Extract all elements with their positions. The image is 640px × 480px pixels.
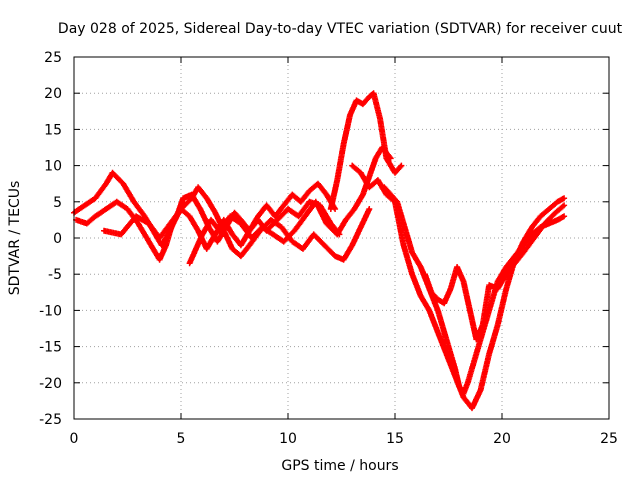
series-markers	[101, 184, 373, 263]
y-tick-label: 10	[44, 159, 62, 175]
x-tick-label: 0	[70, 431, 79, 447]
x-tick-label: 5	[177, 431, 186, 447]
y-tick-label: 20	[44, 86, 62, 102]
chart-title: Day 028 of 2025, Sidereal Day-to-day VTE…	[58, 21, 623, 37]
y-tick-label: -10	[39, 303, 62, 319]
y-tick-label: -20	[39, 376, 62, 392]
y-tick-label: 5	[53, 195, 62, 211]
axis-ticks: 0 5 10 15 20 25 -25 -20 -15 -10 -5 0 5 10 15 20 25	[39, 50, 618, 447]
series-track-4	[186, 144, 394, 267]
y-tick-label: 15	[44, 122, 62, 138]
x-tick-label: 10	[279, 431, 297, 447]
y-tick-label: -15	[39, 340, 62, 356]
y-tick-label: -5	[48, 267, 62, 283]
series-track-8	[422, 202, 568, 343]
x-axis-label: GPS time / hours	[281, 458, 398, 474]
y-tick-label: -25	[39, 412, 62, 428]
data-series	[71, 90, 568, 412]
series-track-6	[349, 162, 568, 412]
y-axis-label: SDTVAR / TECUs	[7, 181, 23, 296]
series-markers	[186, 144, 394, 267]
y-tick-label: 25	[44, 50, 62, 66]
y-tick-label: 0	[53, 231, 62, 247]
x-tick-label: 15	[386, 431, 404, 447]
series-markers	[327, 90, 405, 212]
series-markers	[349, 162, 568, 412]
x-tick-label: 20	[493, 431, 511, 447]
series-markers	[422, 202, 568, 343]
x-tick-label: 25	[600, 431, 618, 447]
series-track-3	[101, 184, 373, 263]
series-track-5	[327, 90, 405, 212]
